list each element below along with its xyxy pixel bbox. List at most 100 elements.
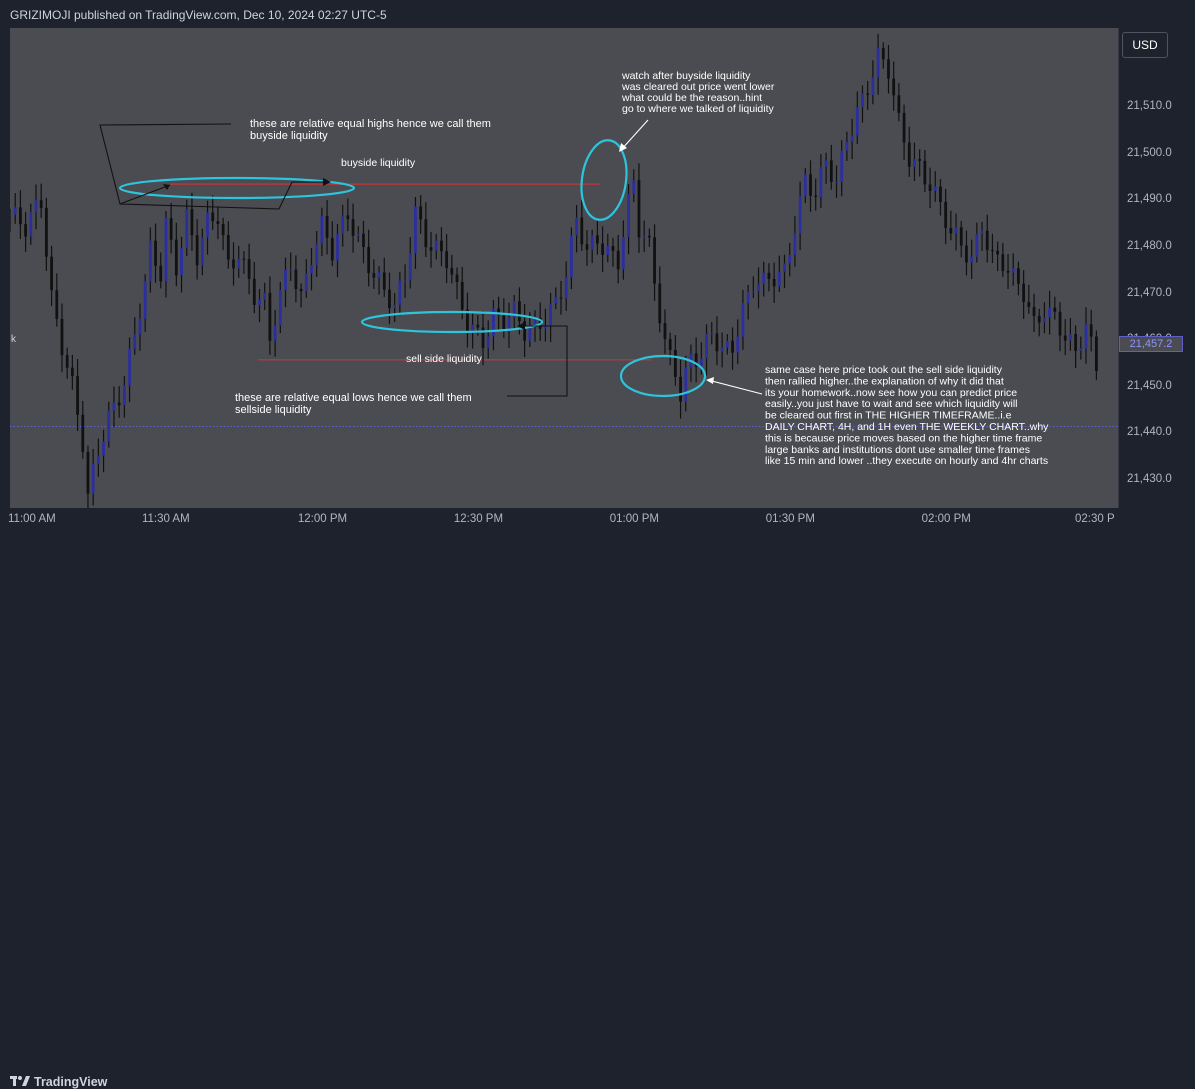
candle-body (107, 410, 111, 442)
candle-body (902, 112, 906, 143)
candle-body (918, 159, 922, 161)
candle-body (190, 209, 194, 236)
candle-body (1027, 301, 1031, 307)
note-line: go to where we talked of liquidity (622, 103, 775, 115)
equal-highs-pointer-b (119, 184, 171, 205)
candle-body (336, 233, 339, 261)
candle-body (518, 301, 521, 322)
candle-body (991, 250, 994, 252)
price-tick-label: 21,470.0 (1127, 286, 1172, 299)
candle-body (356, 233, 360, 236)
candle-body (809, 174, 812, 196)
equal-highs-pointer (99, 123, 329, 210)
candle-body (985, 230, 989, 251)
candle-body (1001, 254, 1005, 271)
candle-body (611, 246, 615, 251)
candle-body (959, 227, 963, 246)
candle-body (798, 196, 802, 234)
candle-body (845, 141, 849, 151)
candle-body (289, 269, 293, 271)
note-line: buyside liquidity (250, 130, 328, 142)
candle-body (466, 309, 469, 333)
sellside-liquidity-circle (360, 310, 544, 334)
candle-body (346, 215, 350, 220)
candle-body (419, 206, 423, 220)
candle-body (616, 250, 620, 270)
candle-body (949, 227, 953, 234)
candle-body (653, 237, 656, 284)
candle-body (585, 244, 589, 250)
candle-body (315, 243, 319, 266)
candle-body (206, 212, 209, 238)
candle-body (39, 200, 43, 208)
price-tick-label: 21,430.0 (1127, 473, 1172, 486)
currency-button[interactable]: USD (1122, 32, 1168, 58)
candle-body (871, 77, 875, 95)
candle-body (174, 239, 178, 276)
candle-body (424, 219, 428, 248)
candle-body (637, 180, 641, 238)
time-tick-label: 12:00 PM (297, 513, 348, 525)
tradingview-logo[interactable]: TradingView (10, 1075, 107, 1089)
candle-body (1011, 268, 1015, 273)
candle-body (273, 325, 277, 341)
candle-body (996, 250, 1000, 255)
candle-body (138, 318, 142, 335)
same-case-pointer (707, 379, 763, 395)
candle-body (216, 221, 220, 224)
candle-body (663, 323, 667, 340)
candle-body (840, 150, 844, 183)
candle-body (866, 93, 870, 95)
candle-body (876, 48, 880, 78)
same-case-note: same case here price took out the sell s… (765, 364, 1049, 467)
tradingview-brand: TradingView (34, 1075, 108, 1089)
candle-body (954, 227, 958, 234)
candle-body (143, 281, 147, 319)
candle-body (528, 324, 532, 341)
candle-body (502, 315, 506, 331)
equal-highs-note: these are relative equal highs hence we … (250, 118, 491, 142)
candle-body (382, 272, 386, 290)
left-edge-label: k (11, 334, 16, 345)
price-tick-label: 21,490.0 (1127, 193, 1172, 206)
candle-body (933, 186, 937, 191)
candle-body (569, 235, 573, 278)
time-tick-label: 11:30 AM (141, 513, 190, 525)
price-axis[interactable] (1118, 28, 1195, 508)
candle-body (923, 160, 927, 185)
candle-body (601, 243, 604, 255)
candle-body (580, 217, 584, 245)
candle-body (310, 265, 313, 274)
candle-body (70, 367, 74, 377)
candle-body (325, 215, 329, 238)
candle-body (60, 318, 64, 356)
candle-body (195, 235, 199, 266)
candle-body (403, 280, 407, 282)
note-line: sellside liquidity (235, 404, 312, 416)
candle-body (258, 299, 261, 305)
candle-body (351, 219, 355, 236)
annotations-layer: buyside liquidity sell side liquidity th… (99, 70, 1049, 467)
candle-body (907, 142, 911, 167)
candle-body (362, 233, 365, 247)
candle-body (554, 297, 558, 304)
candle-body (767, 272, 771, 279)
candle-body (476, 324, 480, 328)
candle-body (928, 184, 932, 191)
candle-body (736, 336, 740, 353)
candle-body (939, 186, 942, 202)
price-chart[interactable]: buyside liquidity sell side liquidity th… (10, 28, 1118, 508)
candle-body (164, 218, 168, 282)
candle-body (975, 234, 979, 257)
candle-body (772, 278, 776, 287)
candle-body (299, 288, 303, 292)
candle-body (294, 269, 298, 289)
candle-body (1063, 335, 1067, 341)
chart-plot-area[interactable]: buyside liquidity sell side liquidity th… (10, 28, 1118, 508)
candle-body (658, 283, 662, 324)
price-tick-label: 21,500.0 (1127, 146, 1172, 159)
note-line: these are relative equal highs hence we … (250, 118, 491, 130)
candle-body (133, 334, 137, 349)
candle-body (268, 292, 272, 341)
candle-body (159, 265, 163, 282)
